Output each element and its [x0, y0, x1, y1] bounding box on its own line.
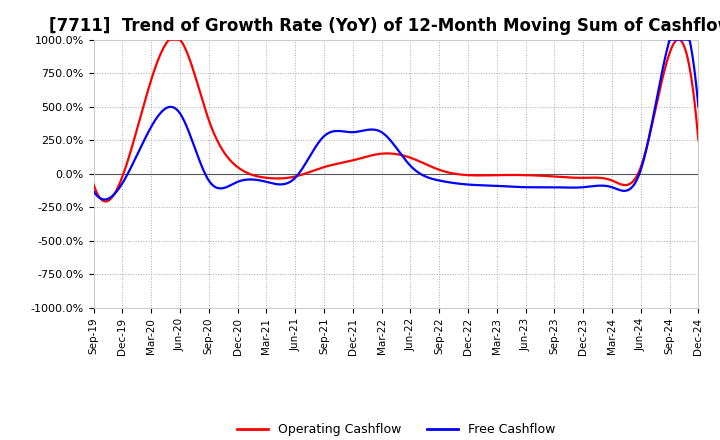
- Legend: Operating Cashflow, Free Cashflow: Operating Cashflow, Free Cashflow: [232, 418, 560, 440]
- Title: [7711]  Trend of Growth Rate (YoY) of 12-Month Moving Sum of Cashflows: [7711] Trend of Growth Rate (YoY) of 12-…: [49, 17, 720, 35]
